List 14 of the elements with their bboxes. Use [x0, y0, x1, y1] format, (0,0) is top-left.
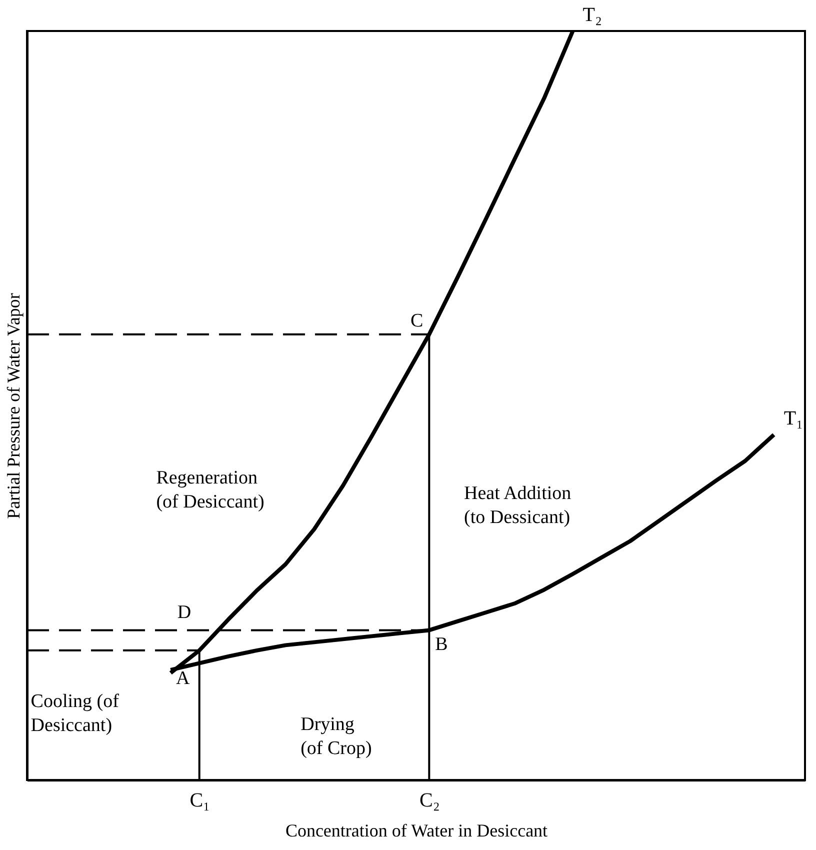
x-tick-label: C₂	[420, 790, 440, 812]
annotation: Heat Addition (to Dessicant)	[464, 483, 572, 528]
annotation: C	[410, 310, 424, 332]
annotation: B	[435, 634, 448, 656]
annotation: D	[177, 602, 192, 624]
series-label: T₁	[784, 408, 804, 430]
x-tick-label: C₁	[190, 790, 210, 812]
y-axis-title: Partial Pressure of Water Vapor	[4, 293, 24, 519]
annotation: A	[176, 668, 190, 689]
annotation: Cooling (of Desiccant)	[30, 690, 120, 736]
annotation: Drying (of Crop)	[300, 714, 372, 759]
x-axis-title: Concentration of Water in Desiccant	[285, 820, 548, 840]
annotation: Regeneration (of Desiccant)	[156, 468, 264, 513]
series-label: T₂	[582, 4, 602, 26]
